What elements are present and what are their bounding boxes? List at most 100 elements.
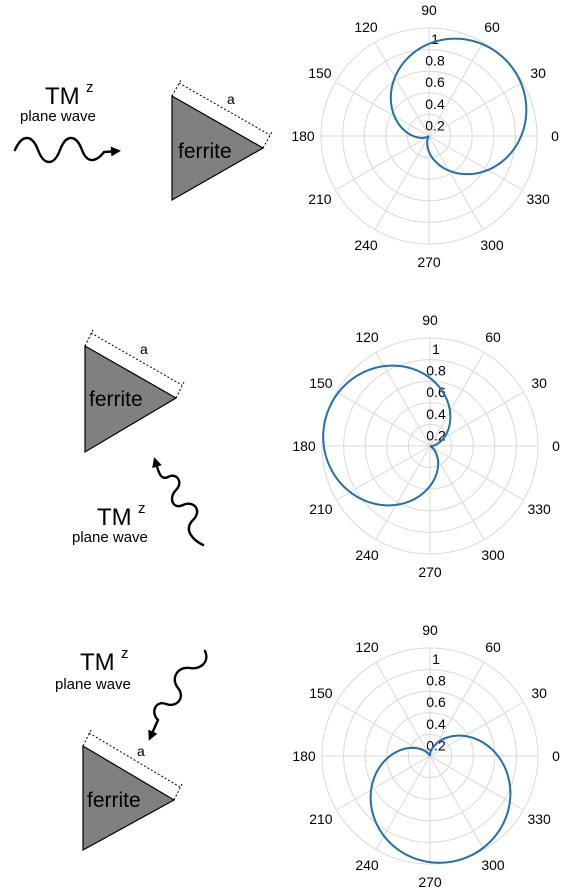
angle-tick-label: 30 (531, 685, 547, 701)
wave-label-2: TM (97, 504, 132, 531)
grid-spoke (428, 135, 523, 191)
material-label-1: ferrite (178, 140, 232, 163)
pattern-curve (389, 37, 528, 176)
radial-tick-label: 0.2 (425, 117, 445, 133)
wave-sup-3: z (121, 645, 129, 662)
angle-tick-label: 210 (309, 501, 333, 517)
dim-tick-1b (262, 131, 273, 149)
angle-tick-label: 330 (527, 811, 551, 827)
angle-tick-label: 120 (354, 19, 378, 35)
angle-tick-label: 180 (292, 748, 316, 764)
pattern-curve (322, 364, 452, 507)
angle-tick-label: 120 (355, 329, 379, 345)
angle-tick-label: 180 (292, 438, 316, 454)
angle-tick-label: 60 (484, 19, 500, 35)
polar-plot-1: 0 30 60 90 120 150 180 210 240 270 300 330 0.2 0.4 0.6… (291, 2, 559, 270)
angle-tick-label: 300 (481, 857, 505, 873)
side-label-3: a (137, 743, 145, 759)
panel-2: a ferrite TM z plane wave (72, 329, 205, 547)
radial-tick-label: 0.6 (425, 74, 445, 90)
grid-spoke (429, 755, 485, 850)
angle-tick-label: 300 (480, 237, 504, 253)
grid-spoke (374, 135, 430, 230)
grid-spoke (429, 352, 485, 447)
wave-sub-2: plane wave (72, 529, 148, 546)
radial-tick-label: 0.8 (426, 673, 446, 689)
wave-arrow-3 (148, 649, 208, 741)
grid-spoke (375, 352, 431, 447)
polar-plot-2: 03060901201501802102402703003300.20.40.6… (292, 312, 560, 580)
dim-line-2 (90, 332, 183, 386)
angle-tick-label: 0 (551, 128, 559, 144)
radial-tick-label: 0.4 (426, 406, 446, 422)
dim-tick-1a (171, 79, 182, 97)
angle-tick-label: 90 (422, 312, 438, 328)
angle-tick-label: 330 (527, 501, 551, 517)
dim-tick-2a (84, 329, 94, 347)
material-label-3: ferrite (87, 789, 141, 812)
radial-tick-label: 0.4 (425, 96, 445, 112)
panel-3: TM z plane wave a ferrite (55, 645, 208, 852)
dim-line-3 (88, 732, 181, 788)
radial-tick-label: 1 (432, 651, 440, 667)
angle-tick-label: 150 (309, 375, 333, 391)
panel-1: TM z plane wave a ferrite (13, 79, 273, 202)
radial-tick-label: 0.2 (426, 427, 446, 443)
grid-spoke (375, 445, 431, 540)
dim-tick-3a (82, 729, 92, 747)
wave-sup-1: z (86, 79, 94, 96)
side-label-2: a (140, 341, 148, 357)
wave-label-3: TM (80, 649, 115, 676)
grid-spoke (336, 755, 431, 811)
angle-tick-label: 30 (530, 65, 546, 81)
angle-tick-label: 240 (355, 547, 379, 563)
angle-tick-label: 0 (552, 748, 560, 764)
radial-tick-label: 0.8 (425, 53, 445, 69)
wave-arrow-1 (13, 136, 121, 164)
polar-plot-3: 03060901201501802102402703003300.20.40.6… (292, 622, 560, 888)
angle-tick-label: 210 (308, 191, 332, 207)
dim-tick-2b (175, 381, 185, 399)
angle-tick-label: 330 (526, 191, 550, 207)
wave-arrow-2 (152, 457, 205, 547)
radial-tick-label: 0.6 (426, 694, 446, 710)
grid-spoke (429, 755, 524, 811)
ferrite-triangle-3 (82, 744, 176, 852)
angle-tick-label: 90 (422, 622, 438, 638)
grid-spoke (375, 755, 431, 850)
wave-sup-2: z (138, 500, 146, 517)
dim-line-1 (178, 82, 271, 136)
wave-sub-3: plane wave (55, 676, 131, 693)
grid-spoke (336, 445, 431, 501)
grid-spoke (335, 135, 430, 191)
angle-tick-label: 270 (417, 254, 441, 270)
grid-spoke (336, 391, 431, 447)
angle-tick-label: 90 (421, 2, 437, 18)
angle-tick-label: 240 (355, 857, 379, 873)
radial-tick-label: 0.8 (426, 363, 446, 379)
grid-spoke (375, 662, 431, 757)
angle-tick-label: 210 (309, 811, 333, 827)
grid-spoke (335, 81, 430, 137)
angle-tick-label: 180 (291, 128, 315, 144)
angle-tick-label: 60 (485, 639, 501, 655)
grid-spoke (428, 42, 484, 137)
grid-spoke (374, 42, 430, 137)
dim-tick-3b (173, 783, 183, 801)
grid-spoke (428, 81, 523, 137)
side-label-1: a (227, 91, 235, 107)
wave-label-1: TM (45, 83, 80, 110)
angle-tick-label: 150 (309, 685, 333, 701)
grid-spoke (429, 701, 524, 757)
grid-spoke (429, 445, 524, 501)
ferrite-triangle-1 (171, 94, 265, 202)
angle-tick-label: 60 (485, 329, 501, 345)
angle-tick-label: 270 (418, 874, 442, 888)
radial-tick-label: 0.4 (426, 716, 446, 732)
angle-tick-label: 270 (418, 564, 442, 580)
radial-tick-label: 1 (431, 31, 439, 47)
wave-sub-1: plane wave (20, 108, 96, 125)
angle-tick-label: 0 (552, 438, 560, 454)
pattern-curve (369, 734, 512, 864)
